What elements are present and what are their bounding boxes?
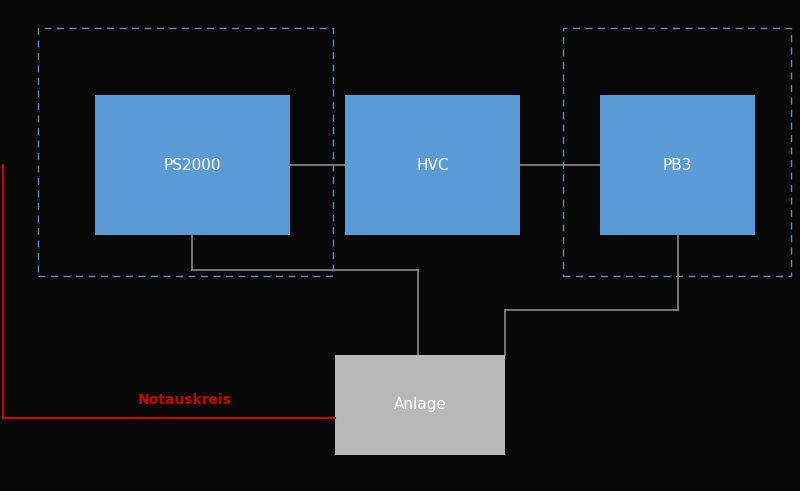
Text: HVC: HVC — [416, 158, 449, 172]
FancyBboxPatch shape — [600, 95, 755, 235]
Text: PS2000: PS2000 — [164, 158, 222, 172]
Text: Anlage: Anlage — [394, 398, 446, 412]
FancyBboxPatch shape — [335, 355, 505, 455]
FancyBboxPatch shape — [345, 95, 520, 235]
FancyBboxPatch shape — [95, 95, 290, 235]
Text: Notauskreis: Notauskreis — [138, 393, 232, 407]
Text: PB3: PB3 — [662, 158, 692, 172]
